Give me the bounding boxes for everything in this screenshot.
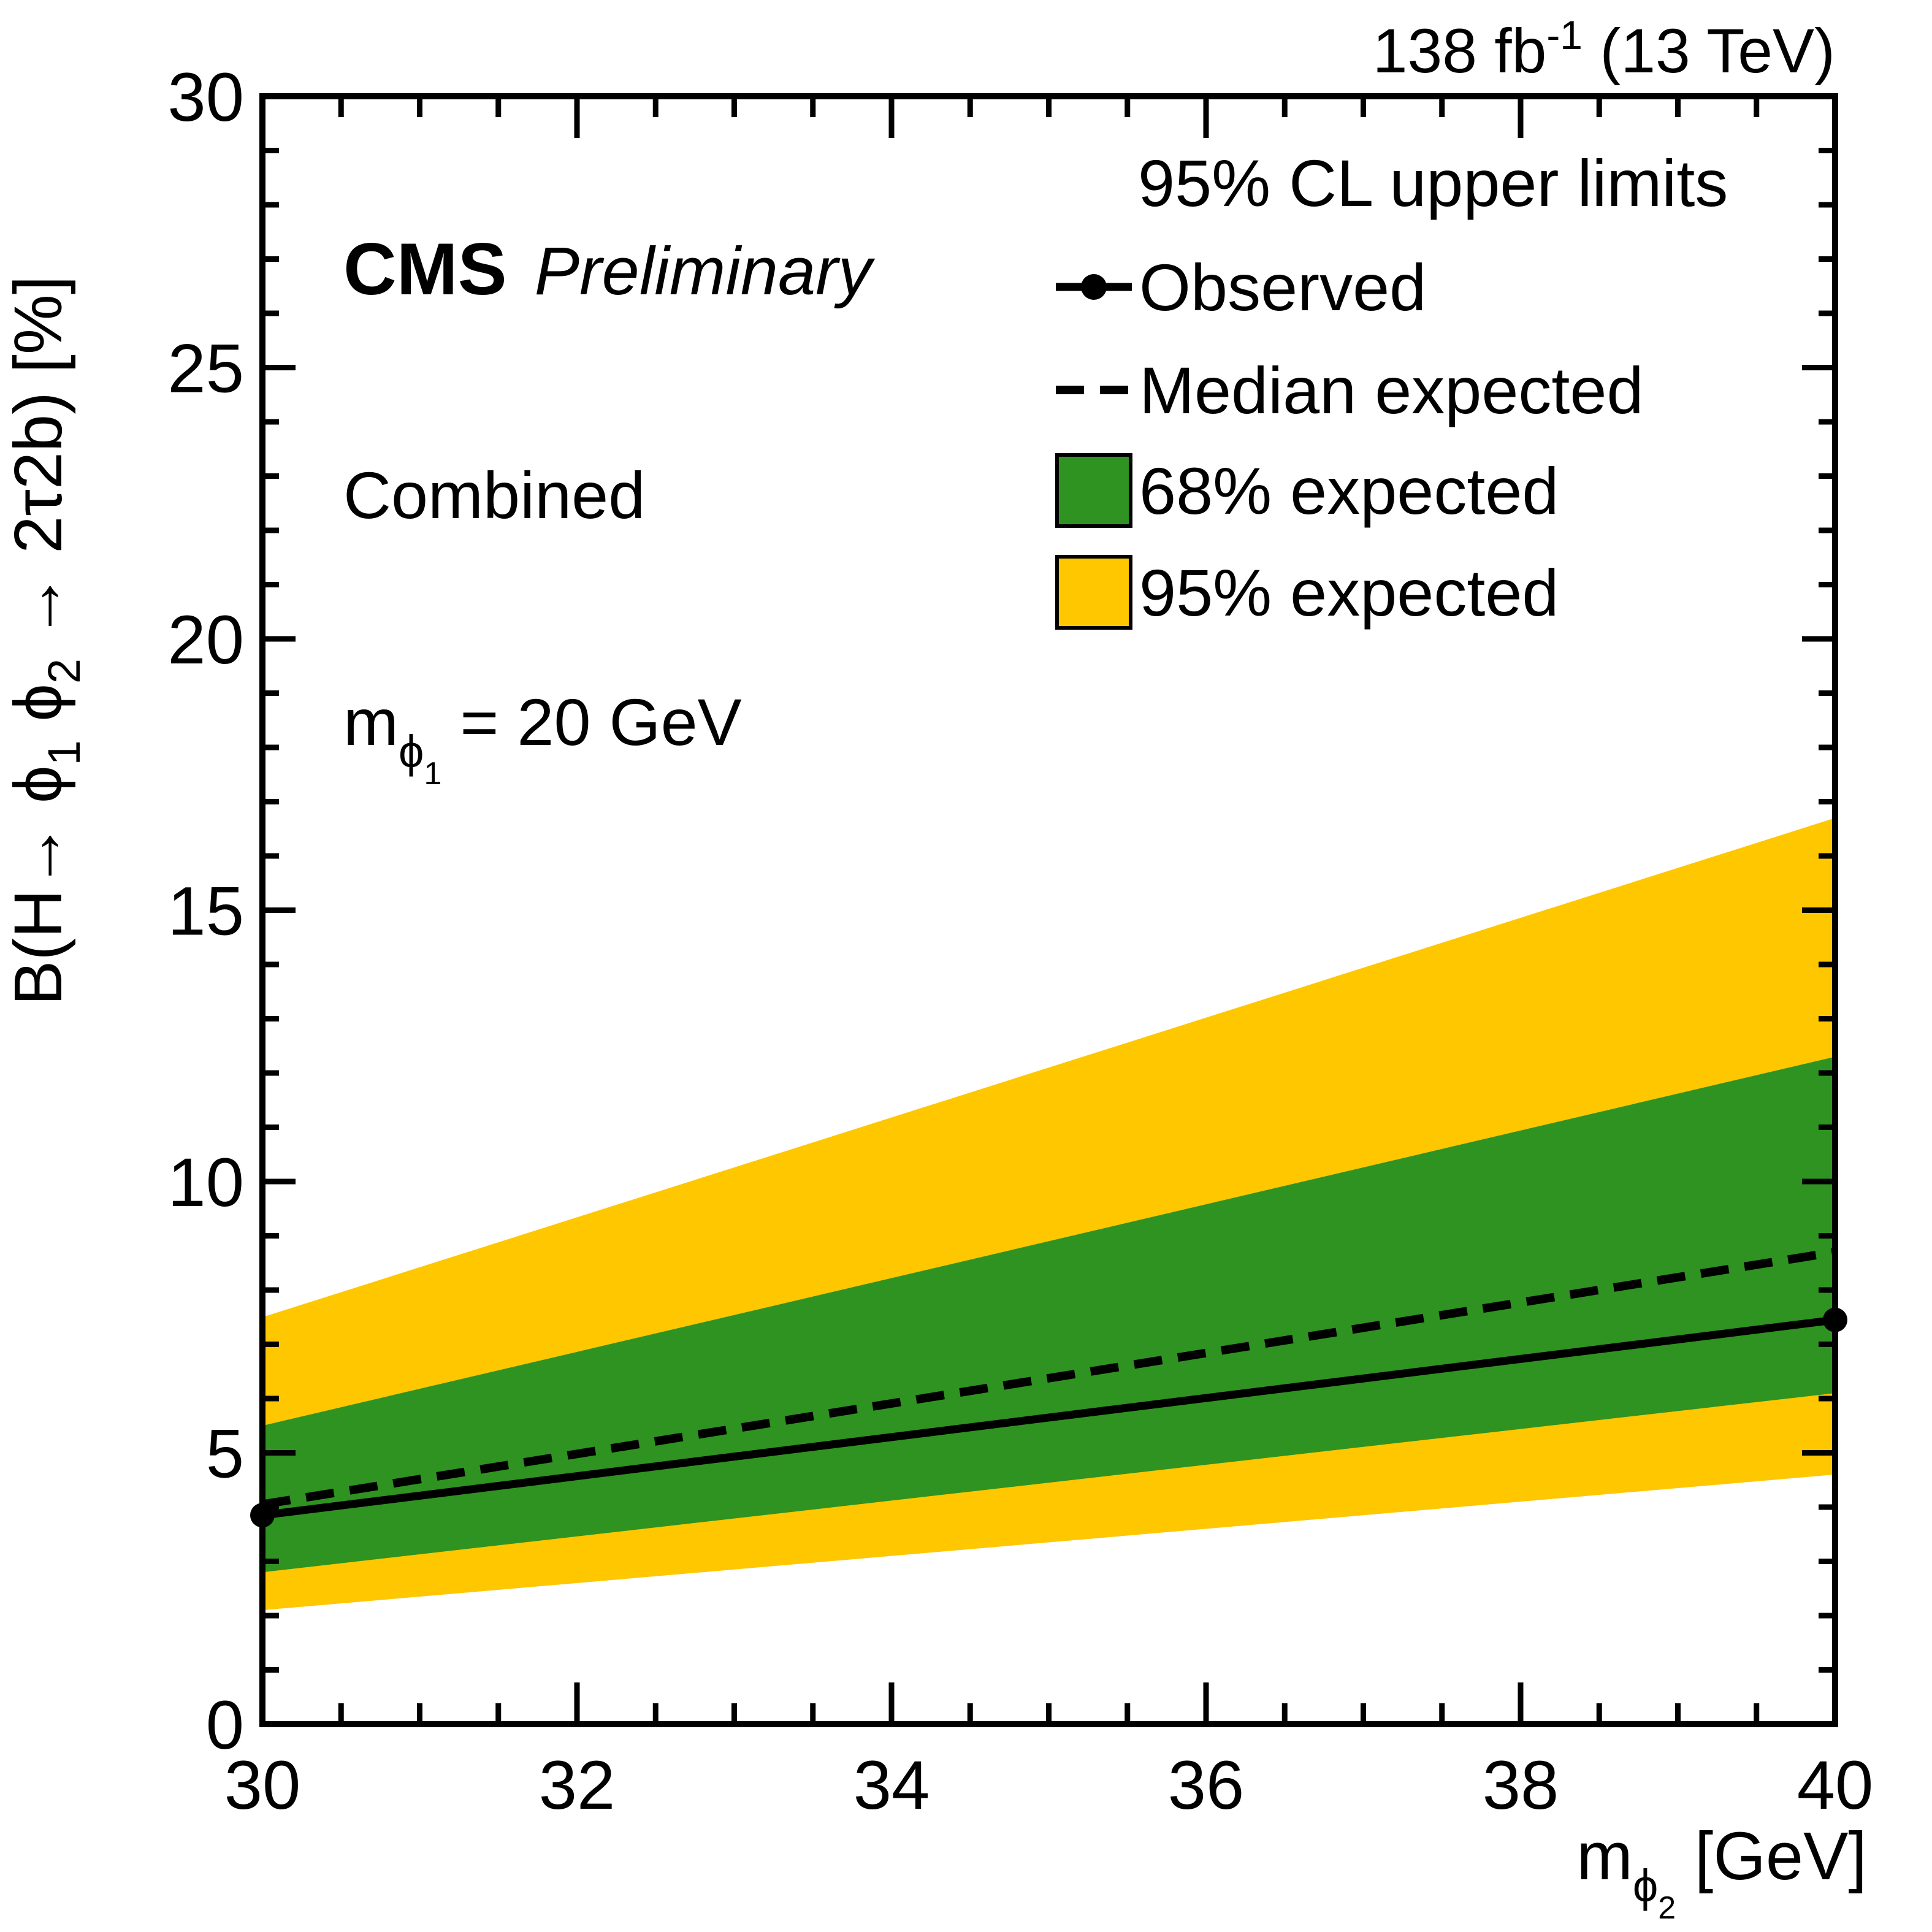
legend-band95-label: 95% expected	[1139, 556, 1559, 630]
x-tick-label: 38	[1483, 1747, 1559, 1823]
legend: 95% CL upper limits Observed Median expe…	[1055, 146, 1728, 630]
y-title-p2: ϕ	[1, 684, 76, 740]
legend-observed-label: Observed	[1139, 250, 1426, 324]
y-tick-label: 20	[167, 601, 244, 678]
y-tick-label: 0	[206, 1687, 244, 1763]
x-title-phi: ϕ	[1633, 1860, 1658, 1911]
channel-label: Combined	[343, 458, 645, 532]
uncertainty-bands	[262, 818, 1835, 1611]
mass-hypothesis-label: mϕ1 = 20 GeV	[343, 685, 742, 792]
y-tick-label: 15	[167, 873, 244, 950]
lumi-value: 138 fb	[1373, 16, 1547, 86]
mass-value: = 20 GeV	[441, 685, 741, 759]
legend-header: 95% CL upper limits	[1138, 146, 1728, 220]
observed-line	[262, 1316, 1836, 1519]
legend-band95-swatch	[1055, 555, 1132, 630]
y-tick-label: 10	[167, 1144, 244, 1221]
x-tick-label: 36	[1168, 1747, 1245, 1823]
y-title-p3: → 2τ2b) [%]	[1, 276, 76, 659]
x-title-rest: [GeV]	[1676, 1819, 1867, 1894]
lumi-exponent: -1	[1546, 12, 1583, 58]
mass-m: m	[343, 685, 399, 759]
preliminary-label: Preliminary	[535, 234, 876, 309]
x-tick-label: 40	[1797, 1747, 1874, 1823]
plot-frame	[259, 93, 1838, 1727]
legend-observed-marker-icon	[1081, 274, 1107, 300]
y-title-p1: B(H→	[1, 803, 76, 1006]
y-title-sub2: 2	[39, 659, 90, 684]
axis-tick-labels: 0 5 10 15 20 25 30 30 32 34 36 38 40	[167, 59, 1873, 1823]
y-tick-label: 5	[206, 1416, 244, 1492]
x-tick-label: 30	[224, 1747, 301, 1823]
y-title-phi1: ϕ	[1, 765, 76, 803]
x-title-m: m	[1576, 1819, 1633, 1894]
y-tick-label: 25	[167, 330, 244, 407]
median-expected-line	[261, 1248, 1836, 1509]
x-title-sub: 2	[1658, 1890, 1676, 1926]
mass-phi-sub: 1	[424, 756, 441, 792]
legend-expected-label: Median expected	[1139, 353, 1644, 427]
x-tick-label: 32	[539, 1747, 616, 1823]
x-tick-label: 34	[853, 1747, 930, 1823]
lumi-energy: (13 TeV)	[1583, 16, 1835, 86]
legend-band68-swatch	[1055, 453, 1132, 528]
cms-label: CMS	[343, 228, 507, 310]
mass-phi: ϕ	[399, 726, 424, 777]
y-title-sub1: 1	[39, 740, 90, 765]
experiment-label: CMS Preliminary	[343, 228, 876, 310]
axis-ticks	[259, 93, 1838, 1727]
x-axis-title: mϕ2 [GeV]	[1576, 1819, 1867, 1926]
y-axis-title: B(H→ ϕ1 ϕ2 → 2τ2b) [%]	[1, 276, 90, 1006]
legend-band68-label: 68% expected	[1139, 454, 1559, 528]
lumi-label: 138 fb-1 (13 TeV)	[1373, 12, 1835, 86]
y-tick-label: 30	[167, 59, 244, 136]
